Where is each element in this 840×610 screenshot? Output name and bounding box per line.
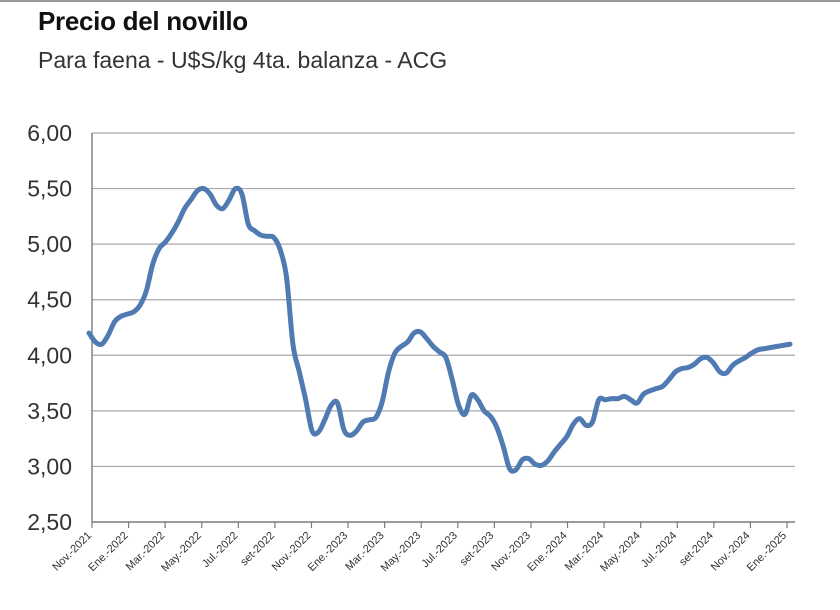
y-axis: 2,50 3,00 3,50 4,00 4,50 5,00 5,50 6,00 xyxy=(27,120,93,535)
x-tick-label: May.-2023 xyxy=(379,530,424,575)
y-tick-label: 4,50 xyxy=(27,287,72,313)
y-tick-label: 5,50 xyxy=(27,176,72,202)
y-tick-label: 5,00 xyxy=(27,231,72,257)
y-tick-label: 4,00 xyxy=(27,342,72,368)
chart-title: Precio del novillo xyxy=(38,6,248,36)
x-tick-label: Ene.-2023 xyxy=(306,530,350,574)
x-tick-label: Jul.-2022 xyxy=(200,530,240,570)
y-tick-label: 3,50 xyxy=(27,398,72,424)
chart-subtitle: Para faena - U$S/kg 4ta. balanza - ACG xyxy=(38,47,448,73)
y-tick-label: 3,00 xyxy=(27,453,72,479)
x-tick-label: Jul.-2023 xyxy=(419,530,459,570)
series-group xyxy=(86,185,793,474)
x-axis: Nov.-2021Ene.-2022Mar.-2022May.-2022Jul.… xyxy=(50,521,795,575)
top-rule xyxy=(0,0,840,2)
x-tick-label: Ene.-2022 xyxy=(86,530,130,574)
x-tick-label: May.-2024 xyxy=(598,530,643,575)
y-tick-label: 2,50 xyxy=(27,509,72,535)
gridlines xyxy=(92,132,795,468)
x-tick-label: Jul.-2024 xyxy=(639,530,679,570)
x-tick-label: Ene.-2024 xyxy=(525,530,569,574)
x-tick-label: Ene.-2025 xyxy=(745,530,789,574)
y-tick-label: 6,00 xyxy=(27,120,72,146)
series-line-price xyxy=(86,185,793,474)
x-tick-label: May.-2022 xyxy=(159,530,204,575)
